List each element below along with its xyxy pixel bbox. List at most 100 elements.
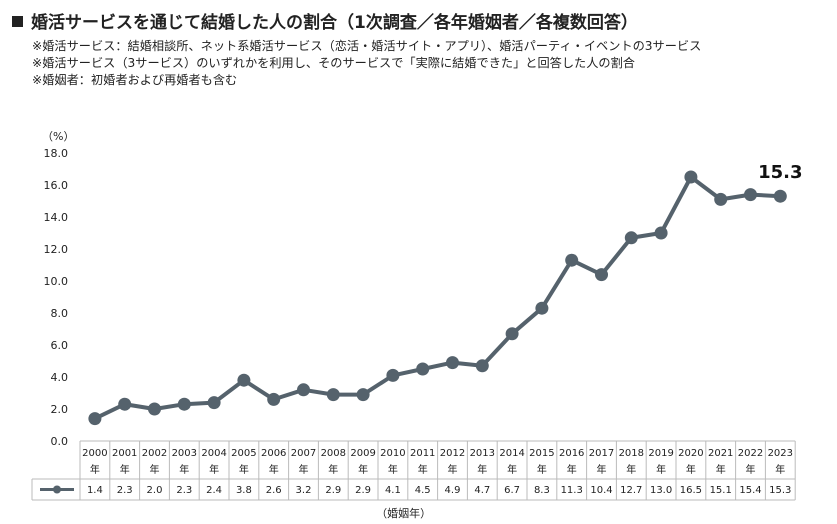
x-tick-suffix: 年 <box>120 463 130 476</box>
data-table-value: 15.3 <box>769 485 791 496</box>
y-tick-label: 2.0 <box>51 403 69 416</box>
x-tick-suffix: 年 <box>269 463 279 476</box>
data-table-value: 13.0 <box>650 485 672 496</box>
data-point <box>88 412 102 426</box>
x-tick-label: 2002 <box>142 448 167 459</box>
x-tick-label: 2007 <box>291 448 316 459</box>
data-point <box>148 402 161 416</box>
data-point <box>446 356 459 370</box>
x-tick-label: 2001 <box>112 448 137 459</box>
x-tick-label: 2016 <box>559 448 584 459</box>
data-table-value: 8.3 <box>534 485 550 496</box>
x-tick-label: 2013 <box>470 448 495 459</box>
data-table-value: 6.7 <box>504 485 520 496</box>
x-tick-suffix: 年 <box>299 463 309 476</box>
square-bullet-icon <box>12 16 23 27</box>
x-tick-suffix: 年 <box>597 463 607 476</box>
x-tick-label: 2012 <box>440 448 465 459</box>
data-point <box>744 188 757 202</box>
data-point <box>118 397 132 411</box>
y-tick-label: 8.0 <box>51 307 69 320</box>
chart-title: 婚活サービスを通じて結婚した人の割合（1次調査／各年婚姻者／各複数回答） <box>12 8 638 33</box>
data-point <box>177 397 191 411</box>
data-table-value: 3.8 <box>236 485 252 496</box>
data-table-value: 1.4 <box>87 485 103 496</box>
y-tick-label: 0.0 <box>51 435 69 448</box>
x-axis-label: （婚姻年） <box>376 506 431 520</box>
x-tick-label: 2008 <box>321 448 346 459</box>
x-tick-suffix: 年 <box>209 463 219 476</box>
data-point <box>267 392 281 406</box>
x-tick-label: 2014 <box>499 448 524 459</box>
x-tick-suffix: 年 <box>388 463 398 476</box>
data-point <box>714 192 728 206</box>
data-point <box>356 388 370 402</box>
y-tick-label: 14.0 <box>44 211 69 224</box>
data-table-value: 15.1 <box>710 485 732 496</box>
data-table-value: 11.3 <box>561 485 583 496</box>
x-tick-label: 2009 <box>350 448 375 459</box>
x-tick-suffix: 年 <box>537 463 547 476</box>
y-tick-label: 16.0 <box>44 179 69 192</box>
data-point <box>505 327 519 341</box>
legend-marker <box>53 485 61 494</box>
data-point <box>565 253 579 267</box>
data-table-value: 2.6 <box>266 485 282 496</box>
note-line: ※婚活サービス（3サービス）のいずれかを利用し、そのサービスで「実際に結婚できた… <box>32 56 635 70</box>
x-tick-label: 2019 <box>648 448 673 459</box>
data-point <box>654 226 668 240</box>
x-tick-suffix: 年 <box>775 463 785 476</box>
x-tick-label: 2023 <box>768 448 793 459</box>
x-tick-label: 2004 <box>201 448 226 459</box>
x-tick-label: 2017 <box>589 448 614 459</box>
data-point <box>595 268 608 282</box>
data-point <box>624 231 638 245</box>
data-table-value: 15.4 <box>739 485 761 496</box>
data-point <box>237 373 251 387</box>
data-point <box>416 362 430 376</box>
y-tick-label: 12.0 <box>44 243 69 256</box>
x-tick-suffix: 年 <box>477 463 487 476</box>
data-point <box>773 189 787 203</box>
data-table-value: 2.0 <box>147 485 163 496</box>
x-tick-suffix: 年 <box>328 463 338 476</box>
data-table-value: 16.5 <box>680 485 702 496</box>
x-tick-suffix: 年 <box>448 463 458 476</box>
data-table-value: 2.3 <box>176 485 192 496</box>
x-tick-suffix: 年 <box>716 463 726 476</box>
x-tick-suffix: 年 <box>150 463 160 476</box>
data-label-callout: 15.3 <box>758 162 802 183</box>
x-tick-label: 2022 <box>738 448 763 459</box>
y-tick-label: 18.0 <box>44 147 69 160</box>
x-tick-suffix: 年 <box>507 463 517 476</box>
y-tick-label: 6.0 <box>51 339 69 352</box>
data-table-value: 2.9 <box>355 485 371 496</box>
data-point <box>297 383 310 397</box>
x-tick-suffix: 年 <box>656 463 666 476</box>
data-table-value: 4.5 <box>415 485 431 496</box>
data-point <box>684 170 698 184</box>
y-axis-label: （%） <box>42 130 74 143</box>
data-table-value: 4.1 <box>385 485 401 496</box>
notes: ※婚活サービス：結婚相談所、ネット系婚活サービス（恋活・婚活サイト・アプリ）、婚… <box>32 38 822 89</box>
data-point <box>386 368 400 382</box>
x-tick-label: 2005 <box>231 448 256 459</box>
data-table-value: 3.2 <box>296 485 312 496</box>
x-tick-label: 2021 <box>708 448 733 459</box>
x-tick-suffix: 年 <box>418 463 428 476</box>
x-tick-suffix: 年 <box>686 463 696 476</box>
series-line <box>94 175 781 421</box>
data-point <box>207 396 221 410</box>
x-tick-label: 2006 <box>261 448 286 459</box>
data-point <box>535 301 549 315</box>
x-tick-label: 2010 <box>380 448 405 459</box>
x-tick-suffix: 年 <box>746 463 756 476</box>
data-point <box>326 388 340 402</box>
data-table-value: 12.7 <box>620 485 642 496</box>
x-tick-label: 2015 <box>529 448 554 459</box>
x-tick-suffix: 年 <box>626 463 636 476</box>
x-tick-suffix: 年 <box>179 463 189 476</box>
note-line: ※婚姻者：初婚者および再婚者も含む <box>32 73 238 87</box>
data-table-value: 4.7 <box>474 485 490 496</box>
